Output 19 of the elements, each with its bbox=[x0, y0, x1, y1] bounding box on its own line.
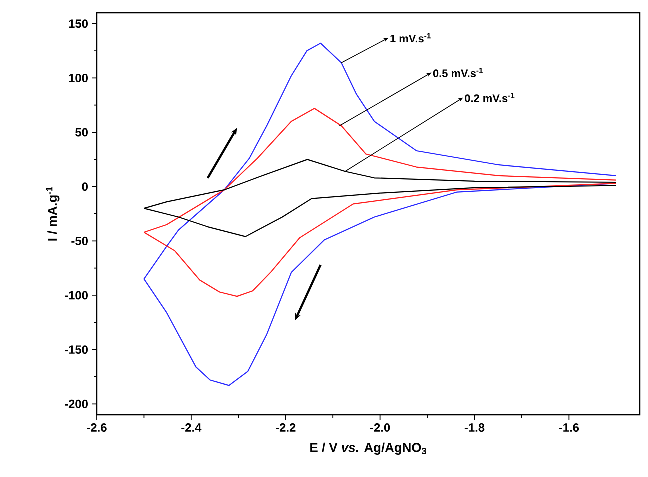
y-axis-title: I / mA.g$^{-1}$ bbox=[46, 187, 60, 241]
annotation: 0.2 mV.s$^{-1}$ bbox=[465, 93, 515, 102]
y-tick-label: -100 bbox=[65, 291, 88, 300]
y-tick-label: 50 bbox=[76, 128, 88, 137]
y-tick-label: -50 bbox=[72, 236, 88, 246]
x-tick-label: -2.6 bbox=[87, 424, 107, 432]
x-axis-title: E / V vs. Ag/AgNO$_{3}$ bbox=[310, 442, 426, 455]
y-tick-label: 0 bbox=[82, 182, 88, 192]
x-tick-label: -1.6 bbox=[559, 424, 580, 432]
x-tick-label: -2.2 bbox=[276, 424, 296, 432]
y-tick-label: -150 bbox=[65, 346, 88, 354]
annotation: 0.5 mV.s$^{-1}$ bbox=[433, 68, 484, 78]
x-tick-label: -1.8 bbox=[464, 424, 485, 432]
y-tick-label: 150 bbox=[69, 20, 88, 28]
x-tick-label: -2.0 bbox=[370, 424, 390, 432]
y-tick-label: -200 bbox=[65, 400, 88, 408]
annotation: 1 mV.s$^{-1}$ bbox=[390, 33, 431, 43]
y-tick-label: 100 bbox=[69, 74, 88, 82]
x-tick-label: -2.4 bbox=[182, 424, 202, 432]
